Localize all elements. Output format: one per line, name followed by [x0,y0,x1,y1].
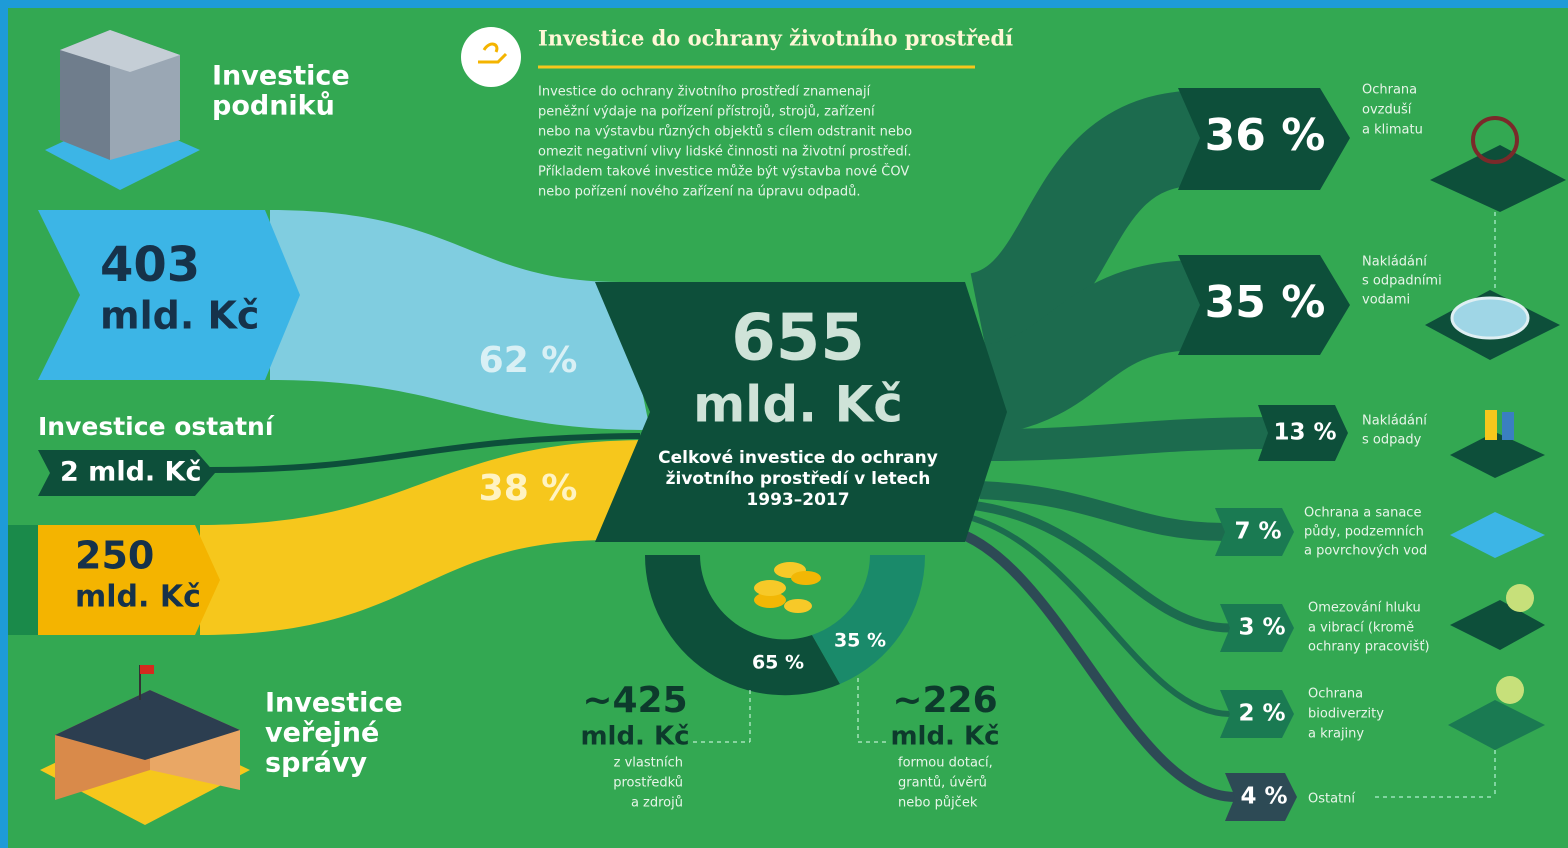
destination-label: vodami [1362,293,1410,308]
tank [1452,298,1528,338]
funding-note: prostředků [613,776,683,791]
total-caption: Celkové investice do ochrany [658,448,938,468]
destination-label: ochrany pracovišť) [1308,640,1430,655]
destination-label: Omezování hluku [1308,601,1421,616]
destination-label: ovzduší [1362,103,1412,118]
source-share: 38 % [479,468,578,509]
source-label: podniků [212,91,335,122]
infographic: Investice do ochrany životního prostředí… [0,0,1568,848]
body: Investice do ochrany životního prostředí… [0,0,1568,848]
funding-share: 35 % [834,630,886,652]
destination-share: 35 % [1205,277,1326,328]
source-label: Investice ostatní [38,412,275,441]
destination-label: s odpady [1362,433,1422,448]
funding-amount: ~226 [892,680,997,721]
source-share: 62 % [479,340,578,381]
destination-label: s odpadními [1362,274,1442,289]
destination-label: a klimatu [1362,123,1423,138]
header-title: Investice do ochrany životního prostředí [538,26,1013,51]
funding-note: nebo půjček [898,796,978,811]
funding-note: z vlastních [614,756,683,771]
source-amount: 2 mld. Kč [60,457,202,488]
description-line: omezit negativní vlivy lidské činnosti n… [538,145,912,160]
destination-share: 36 % [1205,110,1326,161]
destination-share: 4 % [1240,784,1287,810]
description-line: nebo pořízení nového zařízení na úpravu … [538,185,861,200]
destination-label: Ochrana a sanace [1304,506,1421,521]
description-line: Příkladem takové investice může být výst… [538,164,909,180]
flow-13 [990,433,1270,445]
destination-label: Nakládání [1362,414,1427,429]
coin [784,599,812,613]
flag [140,665,154,674]
source-amount: 403 [100,237,200,293]
destination-share: 7 % [1234,519,1281,545]
header-icon [461,27,521,87]
tree [1496,676,1524,704]
destination-label: a krajiny [1308,727,1364,742]
bin [1502,412,1514,440]
funding-share: 65 % [752,652,804,674]
funding-amount-unit: mld. Kč [890,722,999,752]
tree [1506,584,1534,612]
source-label: správy [265,748,368,779]
source-amount-unit: mld. Kč [75,580,201,615]
destination-label: biodiverzity [1308,707,1384,722]
destination-label: a vibrací (kromě [1308,621,1414,636]
public-arrow-tail [8,525,38,635]
destination-share: 13 % [1273,420,1336,446]
source-amount: 250 [75,534,154,578]
source-label: veřejné [265,718,379,749]
source-label: Investice [265,688,403,719]
bin [1485,410,1497,440]
funding-note: formou dotací, [898,756,993,771]
destination-share: 2 % [1238,701,1285,727]
destination-label: a povrchových vod [1304,544,1427,559]
source-label: Investice [212,61,350,92]
destination-label: půdy, podzemních [1304,525,1424,540]
total-caption: životního prostředí v letech [666,469,931,489]
coin [791,571,821,585]
funding-note: a zdrojů [631,796,683,811]
total-amount-unit: mld. Kč [693,376,903,434]
description-line: Investice do ochrany životního prostředí… [538,85,871,100]
destination-label: Ochrana [1362,83,1417,98]
funding-note: grantů, úvěrů [898,776,987,791]
source-amount-unit: mld. Kč [100,294,259,338]
destination-label: Ostatní [1308,792,1355,807]
description-line: nebo na výstavbu různých objektů s cílem… [538,125,912,140]
destination-share: 3 % [1238,615,1285,641]
destination-label: Ochrana [1308,687,1363,702]
funding-amount: ~425 [582,680,687,721]
page: Investice do ochrany životního prostředí… [0,0,1568,848]
destination-label: Nakládání [1362,255,1427,270]
coin [754,580,786,596]
funding-amount-unit: mld. Kč [580,722,689,752]
description-line: peněžní výdaje na pořízení přístrojů, st… [538,105,875,120]
total-caption: 1993–2017 [746,490,849,510]
total-amount: 655 [731,302,865,376]
